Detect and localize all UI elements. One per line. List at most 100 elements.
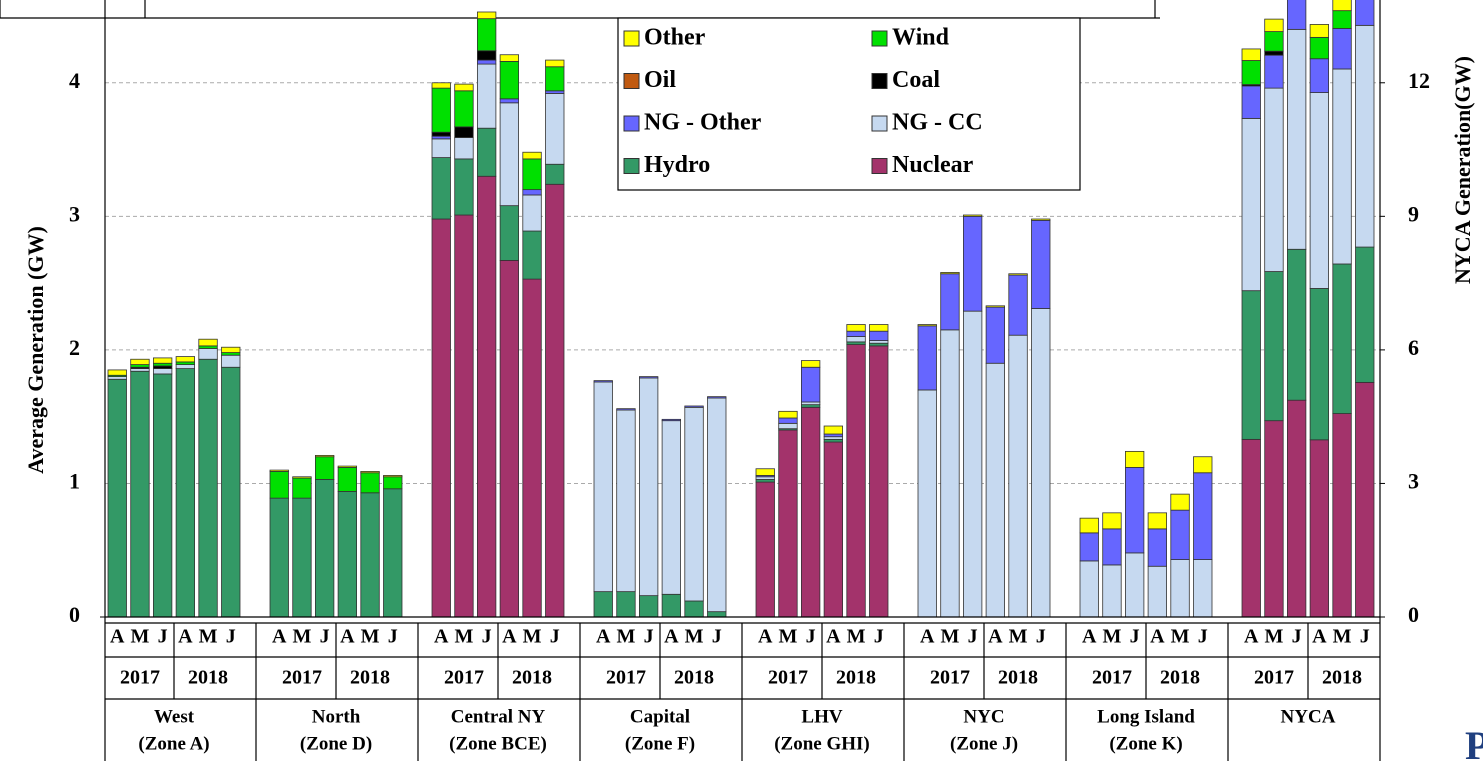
group-label: (Zone J) [950, 733, 1018, 754]
bar-segment [1031, 308, 1051, 618]
year-label: 2018 [836, 667, 876, 689]
year-label: 2018 [350, 667, 390, 689]
legend-swatch [871, 158, 888, 174]
bar-segment [1241, 60, 1261, 85]
bar-segment [1355, 24, 1375, 248]
x-tick-label: J [320, 626, 330, 648]
year-label: 2017 [606, 667, 646, 689]
x-tick-label: J [874, 626, 884, 648]
y2-tick-label: 3 [1408, 468, 1419, 493]
bar-segment [545, 90, 565, 94]
bar-segment [1264, 87, 1284, 272]
x-tick-label: M [1333, 626, 1352, 648]
bar-segment [963, 310, 983, 618]
legend-label: NG - CC [892, 110, 983, 136]
bar-segment [1031, 219, 1051, 309]
x-tick-label: M [779, 626, 798, 648]
bar-segment [778, 410, 798, 419]
bar-segment [1264, 420, 1284, 618]
bar-segment [499, 205, 520, 261]
bar-segment [639, 376, 659, 379]
x-tick-label: J [644, 626, 654, 648]
group-label: (Zone F) [625, 733, 695, 754]
legend-swatch [871, 115, 888, 132]
bar-segment [476, 175, 497, 618]
bar-segment [454, 83, 474, 92]
group-label: Long Island [1097, 706, 1195, 727]
bar-segment [593, 591, 613, 618]
bar-segment [383, 476, 403, 490]
bar-segment [152, 373, 173, 618]
bar-segment [1264, 50, 1284, 56]
bar-segment [337, 491, 358, 618]
bar-segment [431, 218, 451, 618]
bar-segment [545, 163, 565, 185]
bar-segment [1125, 467, 1145, 554]
bar-segment [269, 471, 289, 499]
bar-segment [1332, 28, 1352, 70]
year-label: 2018 [674, 667, 714, 689]
x-tick-label: J [1292, 626, 1302, 648]
bar-segment [431, 87, 451, 133]
bar-segment [940, 329, 960, 618]
bar-segment [1102, 564, 1122, 618]
x-tick-label: M [199, 626, 218, 648]
bar-segment [963, 215, 983, 312]
group-label: NYCA [1281, 706, 1336, 727]
bar-segment [846, 344, 866, 618]
bar-segment [269, 469, 289, 472]
bar-segment [269, 497, 289, 618]
legend-swatch [623, 115, 640, 132]
x-tick-label: M [455, 626, 474, 648]
year-label: 2018 [188, 667, 228, 689]
bar-segment [985, 362, 1005, 618]
x-tick-label: A [988, 626, 1003, 648]
y2-axis-title: NYCA Generation(GW) [1450, 56, 1475, 284]
bar-segment [522, 158, 542, 191]
bar-segment [314, 479, 335, 618]
bar-segment [476, 11, 497, 20]
bar-segment [1332, 0, 1352, 12]
bar-segment [431, 157, 451, 220]
bar-segment [963, 214, 983, 217]
bar-segment [130, 364, 150, 368]
legend-label: Oil [644, 67, 676, 93]
bar-segment [360, 471, 380, 474]
bar-segment [431, 131, 451, 137]
group-label: (Zone K) [1109, 733, 1182, 754]
bar-segment [360, 492, 380, 618]
bar-segment [755, 481, 775, 618]
group-label: (Zone A) [138, 733, 209, 754]
bar-segment [1147, 512, 1167, 530]
bar-segment [314, 454, 335, 458]
bar-segment [917, 324, 937, 327]
y-tick-label: 3 [69, 201, 80, 226]
bar-segment [707, 396, 727, 399]
bar-segment [1309, 24, 1329, 38]
bar-segment [476, 127, 497, 177]
bar-segment [314, 456, 335, 480]
bar-segment [801, 404, 821, 408]
bar-segment [1264, 18, 1284, 32]
bar-segment [707, 611, 727, 618]
bar-segment [661, 418, 681, 422]
bar-segment [869, 324, 889, 332]
bar-segment [1264, 31, 1284, 52]
bar-segment [107, 376, 127, 380]
bar-segment [545, 93, 565, 165]
bar-segment [1309, 288, 1329, 441]
bar-segment [454, 137, 474, 160]
x-tick-label: M [293, 626, 312, 648]
legend-label: Nuclear [892, 152, 974, 178]
legend-swatch [623, 158, 640, 174]
bar-segment [1008, 334, 1028, 618]
bar-segment [616, 591, 636, 618]
bar-segment [545, 66, 565, 92]
bar-segment [1309, 439, 1329, 618]
x-tick-label: A [110, 626, 125, 648]
y2-tick-label: 6 [1408, 335, 1419, 360]
bar-segment [755, 468, 775, 476]
bar-segment [1332, 68, 1352, 265]
y-tick-label: 0 [69, 602, 80, 627]
x-tick-label: J [158, 626, 168, 648]
